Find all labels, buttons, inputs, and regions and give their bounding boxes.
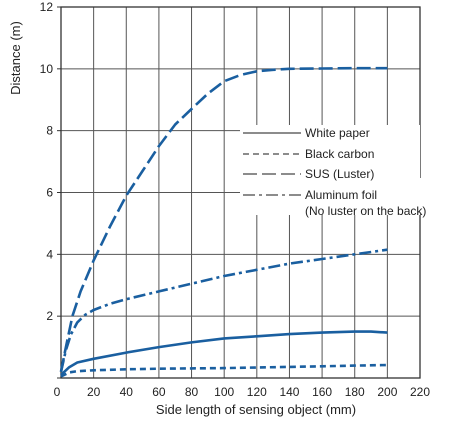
legend-label-2: Black carbon (305, 147, 374, 161)
y-tick-label: 6 (46, 186, 53, 200)
y-tick-label: 10 (40, 62, 54, 76)
legend-background (240, 125, 420, 215)
x-tick-label: 80 (185, 385, 199, 399)
x-tick-label: 40 (120, 385, 134, 399)
x-tick-label: 160 (312, 385, 332, 399)
series-line-2 (60, 363, 388, 378)
x-tick-labels: 0 20 40 60 80 100 120 140 160 180 200 220 (54, 385, 431, 399)
series-lines (59, 66, 388, 378)
x-tick-label: 120 (247, 385, 267, 399)
series-line-3 (59, 66, 388, 373)
x-tick-label: 100 (214, 385, 234, 399)
y-tick-label: 12 (40, 0, 54, 14)
series-line-4 (59, 248, 388, 373)
y-tick-label: 8 (46, 124, 53, 138)
x-tick-label: 220 (410, 385, 430, 399)
legend-label-3: SUS (Luster) (305, 167, 374, 181)
legend-label-1: White paper (305, 126, 370, 140)
y-axis-label: Distance (m) (8, 21, 23, 95)
x-axis-label: Side length of sensing object (mm) (156, 402, 356, 417)
x-tick-label: 60 (152, 385, 166, 399)
y-tick-label: 4 (46, 247, 53, 261)
x-tick-label: 20 (87, 385, 101, 399)
x-tick-label: 0 (54, 385, 61, 399)
legend-background-ext (405, 178, 453, 214)
legend: White paper Black carbon SUS (Luster) Alumi… (240, 125, 453, 218)
x-tick-label: 200 (377, 385, 397, 399)
series-line-1 (60, 330, 388, 376)
x-tick-label: 140 (279, 385, 299, 399)
x-tick-label: 180 (345, 385, 365, 399)
y-tick-labels: 2 4 6 8 10 12 (40, 0, 54, 323)
legend-label-4: Aluminum foil (No luster on the back) (305, 188, 426, 218)
y-tick-label: 2 (46, 309, 53, 323)
